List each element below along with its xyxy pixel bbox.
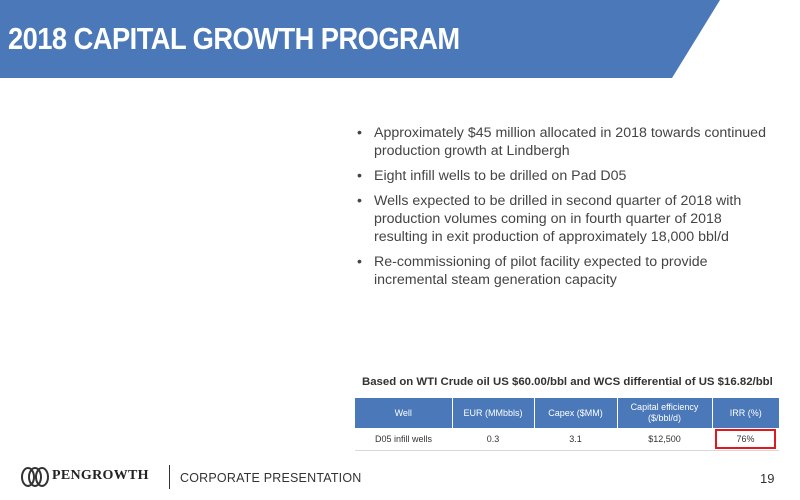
cell-well: D05 infill wells <box>355 428 452 451</box>
page-title: 2018 CAPITAL GROWTH PROGRAM <box>8 21 460 56</box>
bullet-item: • Re-commissioning of pilot facility exp… <box>356 253 776 289</box>
pricing-assumption-note: Based on WTI Crude oil US $60.00/bbl and… <box>362 376 773 388</box>
cell-capital-efficiency: $12,500 <box>617 428 712 451</box>
cell-eur: 0.3 <box>452 428 534 451</box>
footer-section-label: CORPORATE PRESENTATION <box>180 471 362 485</box>
table-header-row: Well EUR (MMbbls) Capex ($MM) Capital ef… <box>355 398 779 428</box>
table-row: D05 infill wells 0.3 3.1 $12,500 76% <box>355 428 779 451</box>
bullet-item: • Eight infill wells to be drilled on Pa… <box>356 167 776 185</box>
footer-divider <box>169 465 170 489</box>
bullet-text: Eight infill wells to be drilled on Pad … <box>374 168 627 184</box>
cell-capex: 3.1 <box>534 428 617 451</box>
column-header-well: Well <box>355 398 453 428</box>
cell-irr: 76% <box>712 428 779 451</box>
bullet-item: • Approximately $45 million allocated in… <box>356 124 776 160</box>
column-header-capex: Capex ($MM) <box>534 398 618 428</box>
bullet-text: Approximately $45 million allocated in 2… <box>374 125 766 159</box>
bullet-marker: • <box>357 125 362 141</box>
bullet-marker: • <box>357 254 362 270</box>
column-header-irr: IRR (%) <box>712 398 779 428</box>
column-header-capital-efficiency: Capital efficiency ($/bbl/d) <box>617 398 713 428</box>
bullet-item: • Wells expected to be drilled in second… <box>356 192 776 246</box>
irr-value: 76% <box>736 434 755 444</box>
bullet-text: Re-commissioning of pilot facility expec… <box>374 254 708 288</box>
bullet-marker: • <box>357 168 362 184</box>
pengrowth-logo-icon <box>21 467 49 487</box>
page-number: 19 <box>760 471 775 486</box>
title-banner <box>0 0 720 78</box>
bullet-marker: • <box>357 193 362 209</box>
bullet-list: • Approximately $45 million allocated in… <box>356 124 776 296</box>
brand-name: PENGROWTH <box>52 468 149 483</box>
column-header-eur: EUR (MMbbls) <box>452 398 535 428</box>
irr-highlight-box <box>715 429 776 449</box>
bullet-text: Wells expected to be drilled in second q… <box>374 193 742 245</box>
economics-table: Well EUR (MMbbls) Capex ($MM) Capital ef… <box>355 398 779 451</box>
